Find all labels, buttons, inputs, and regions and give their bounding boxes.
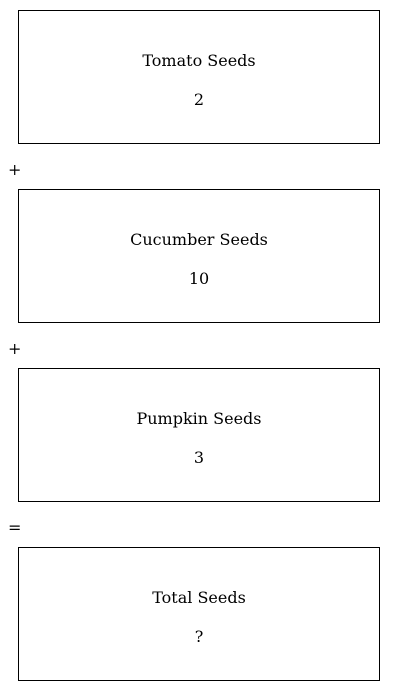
pumpkin-seeds-card: Pumpkin Seeds 3 — [18, 368, 380, 502]
card-label: Tomato Seeds — [142, 51, 256, 70]
card-label: Total Seeds — [152, 588, 246, 607]
card-value: 10 — [188, 269, 210, 288]
card-label: Pumpkin Seeds — [136, 409, 262, 428]
plus-operator: + — [8, 160, 22, 179]
tomato-seeds-card: Tomato Seeds 2 — [18, 10, 380, 144]
plus-operator: + — [8, 339, 22, 358]
card-value: 2 — [193, 90, 205, 109]
cucumber-seeds-card: Cucumber Seeds 10 — [18, 189, 380, 323]
card-label: Cucumber Seeds — [130, 230, 268, 249]
card-value: ? — [194, 627, 204, 646]
total-seeds-card: Total Seeds ? — [18, 547, 380, 681]
card-value: 3 — [193, 448, 205, 467]
equals-operator: = — [8, 518, 22, 537]
